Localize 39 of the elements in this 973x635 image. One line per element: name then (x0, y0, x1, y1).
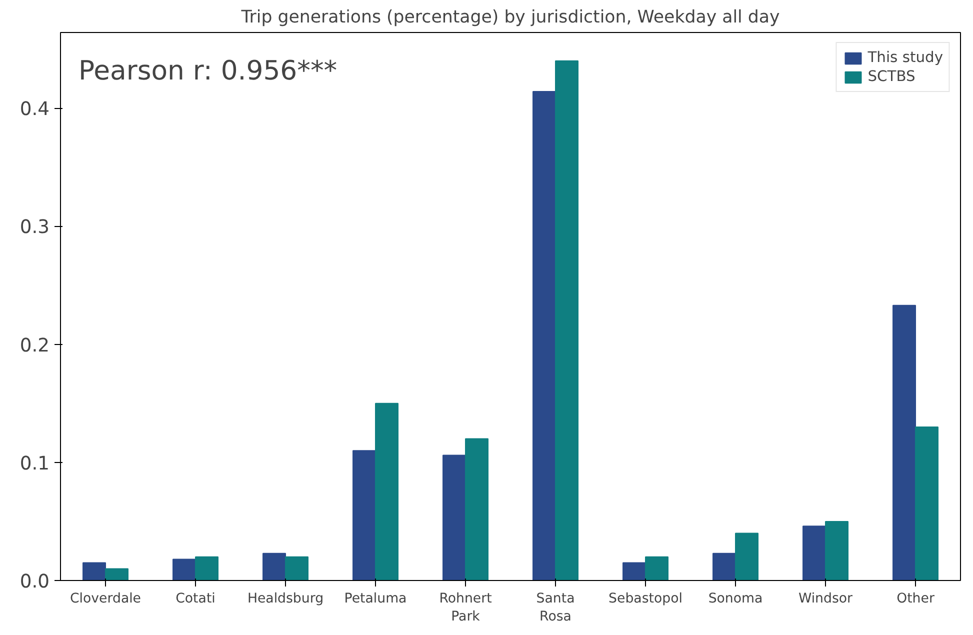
bar (352, 450, 376, 580)
x-tick-label: Sonoma (708, 592, 763, 606)
bar (82, 562, 106, 580)
x-tick-label: Cotati (176, 592, 216, 606)
x-tick-label: Santa Rosa (536, 592, 575, 624)
bar (802, 526, 826, 580)
bar (825, 520, 848, 580)
x-tick-label: Rohnert Park (439, 592, 492, 624)
x-tick-label: Healdsburg (247, 592, 324, 606)
legend-label: SCTBS (868, 68, 916, 85)
bar (375, 402, 398, 580)
bar (465, 438, 488, 580)
bar (915, 426, 938, 580)
chart-title: Trip generations (percentage) by jurisdiction, Weekday all day (240, 8, 780, 28)
bar (735, 532, 758, 580)
bar (712, 552, 736, 580)
x-tick-label: Other (896, 592, 935, 606)
x-tick-label: Cloverdale (70, 592, 142, 606)
bar (645, 556, 668, 580)
y-tick-label: 0.4 (20, 99, 50, 120)
bar (532, 91, 556, 580)
bar (442, 454, 466, 580)
bar (285, 556, 308, 580)
y-tick-label: 0.2 (20, 335, 50, 356)
bar (555, 60, 578, 580)
bar (262, 552, 286, 580)
bar (622, 562, 646, 580)
bar (892, 304, 916, 580)
bar (105, 568, 128, 580)
y-tick-label: 0.3 (20, 217, 50, 238)
legend-label: This study (868, 49, 943, 66)
annotation: Pearson r: 0.956*** (78, 55, 338, 86)
y-tick-label: 0.0 (20, 572, 50, 592)
bar (172, 558, 196, 580)
x-tick-label: Petaluma (344, 592, 407, 606)
y-tick-label: 0.1 (20, 453, 50, 474)
x-tick-label: Sebastopol (608, 592, 682, 606)
bar (195, 556, 218, 580)
x-tick-label: Windsor (798, 592, 854, 606)
